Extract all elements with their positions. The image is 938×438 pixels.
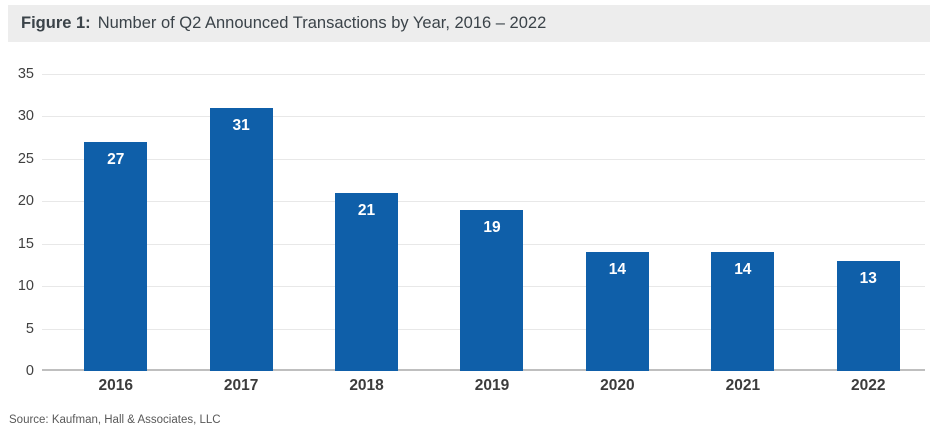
bar-slot-2022: 13 (806, 74, 931, 371)
y-tick-label-10: 10 (17, 278, 34, 295)
bar-2018: 21 (335, 192, 399, 371)
x-tick-label-2020: 2020 (600, 377, 635, 394)
bar-slot-2019: 19 (429, 74, 554, 371)
bar-2022: 13 (836, 260, 900, 371)
y-tick-label-15: 15 (17, 235, 34, 252)
band-2016: 27 2016 (53, 74, 178, 404)
bar-slot-2017: 31 (178, 74, 303, 371)
x-tick-label-2019: 2019 (474, 377, 510, 394)
band-2021: 14 2021 (680, 74, 805, 404)
band-2022: 13 2022 (806, 74, 931, 404)
bar-2016: 27 (84, 141, 148, 371)
bar-2017: 31 (209, 107, 273, 371)
gridline-25 (42, 158, 925, 160)
band-2017: 31 2017 (178, 74, 303, 404)
bar-2021: 14 (711, 252, 775, 371)
figure-title-bar: Figure 1: Number of Q2 Announced Transact… (8, 5, 930, 42)
x-tick-label-2017: 2017 (223, 377, 259, 394)
y-tick-label-20: 20 (17, 193, 34, 210)
band-2019: 19 2019 (429, 74, 554, 404)
source-note: Source: Kaufman, Hall & Associates, LLC (9, 414, 221, 426)
y-tick-label-30: 30 (17, 108, 34, 125)
figure-label: Figure 1: (21, 14, 91, 32)
bar-slot-2018: 21 (304, 74, 429, 371)
band-2020: 14 2020 (555, 74, 680, 404)
gridline-20 (42, 201, 925, 203)
bars-container: 27 2016 31 2017 21 2018 19 2019 14 2020 14 2021 13 20… (53, 74, 931, 404)
y-tick-label-35: 35 (17, 66, 34, 82)
band-2018: 21 2018 (304, 74, 429, 404)
gridline-35 (42, 74, 925, 75)
figure-title: Number of Q2 Announced Transactions by Y… (97, 14, 547, 32)
x-tick-label-2021: 2021 (725, 377, 761, 394)
x-tick-label-2018: 2018 (349, 377, 384, 394)
y-tick-label-25: 25 (17, 150, 34, 167)
bar-2020: 14 (585, 252, 649, 371)
bar-slot-2021: 14 (680, 74, 805, 371)
y-tick-label-0: 0 (25, 363, 34, 379)
x-tick-label-2016: 2016 (98, 377, 133, 394)
y-tick-label-5: 5 (25, 320, 34, 337)
gridline-30 (42, 116, 925, 118)
bar-slot-2020: 14 (555, 74, 680, 371)
bar-slot-2016: 27 (53, 74, 178, 371)
bar-2019: 19 (460, 209, 524, 371)
x-tick-label-2022: 2022 (851, 377, 886, 394)
